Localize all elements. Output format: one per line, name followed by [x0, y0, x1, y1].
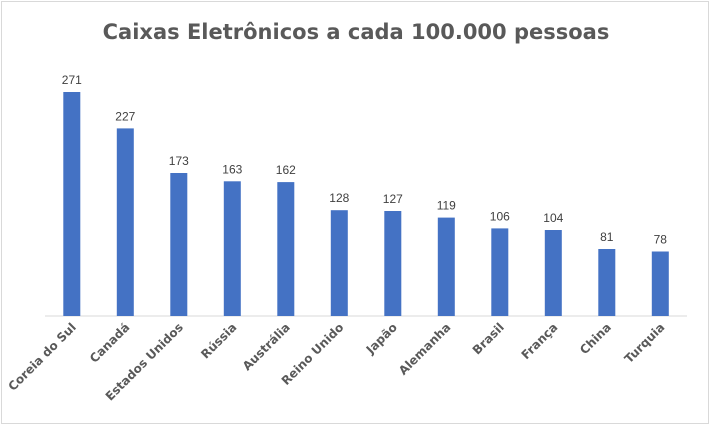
bar: [330, 210, 348, 316]
data-label: 119: [437, 199, 456, 213]
category-tick-label: Turquia: [622, 320, 668, 366]
bar: [384, 211, 402, 316]
bar: [651, 251, 669, 316]
data-label: 104: [543, 211, 563, 225]
category-tick-label: Rússia: [198, 320, 239, 361]
category-tick-label: Canadá: [87, 320, 132, 365]
data-label: 163: [222, 162, 242, 176]
chart-title: Caixas Eletrônicos a cada 100.000 pessoa…: [102, 20, 610, 44]
category-tick-label: Alemanha: [396, 320, 454, 378]
category-tick-label: Austrália: [240, 320, 293, 373]
data-label: 127: [383, 192, 403, 206]
data-label: 162: [276, 163, 296, 177]
data-label: 227: [115, 109, 135, 123]
category-tick-label: China: [577, 320, 614, 357]
data-label: 106: [490, 209, 510, 223]
bar: [491, 228, 509, 316]
bar: [437, 217, 455, 316]
bar: [277, 182, 295, 316]
data-label: 78: [654, 233, 668, 247]
bar: [63, 92, 81, 316]
data-label: 81: [600, 230, 614, 244]
bar: [170, 173, 188, 316]
bar: [544, 230, 562, 316]
category-tick-label: Brasil: [470, 320, 507, 357]
data-label: 128: [329, 191, 349, 205]
bar: [223, 181, 241, 316]
bar: [116, 128, 134, 316]
data-label: 173: [169, 154, 189, 168]
category-tick-label: Coreia do Sul: [6, 320, 79, 393]
bar: [598, 249, 616, 316]
category-tick-label: Japão: [363, 320, 400, 357]
data-label: 271: [62, 73, 82, 87]
category-tick-label: França: [519, 320, 561, 362]
